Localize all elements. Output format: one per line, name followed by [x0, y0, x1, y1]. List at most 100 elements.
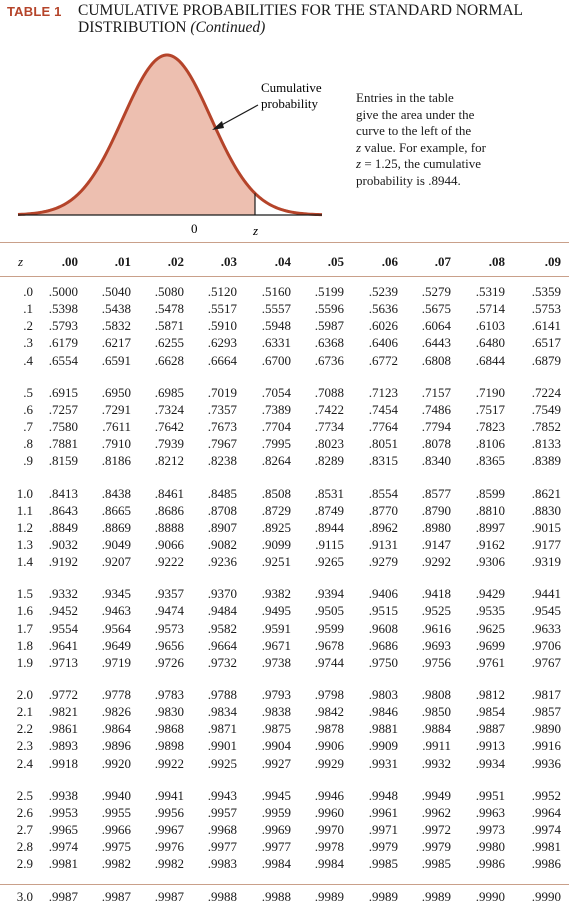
- probability-cell: .9147: [421, 536, 451, 552]
- table-row: 2.0 .9772 .9778 .9783 .9788 .9793 .9798 .9803 .9…: [0, 687, 569, 704]
- probability-cell: .6591: [101, 352, 131, 368]
- probability-cell: .9826: [101, 704, 131, 720]
- callout-label-line2: probability: [261, 96, 319, 111]
- probability-cell: .6554: [48, 352, 78, 368]
- probability-cell: .9969: [261, 822, 291, 837]
- probability-cell: .9964: [531, 804, 561, 820]
- probability-cell: .9959: [261, 804, 291, 820]
- probability-cell: .7123: [368, 384, 398, 400]
- probability-cell: .5239: [368, 284, 398, 299]
- probability-cell: .8365: [475, 453, 505, 469]
- probability-cell: .9641: [48, 637, 78, 653]
- table-row: .3 .6179 .6217 .6255 .6293 .6331 .6368 .6406 .64…: [0, 335, 569, 352]
- probability-cell: .9901: [207, 738, 237, 754]
- z-value-cell: .0: [23, 284, 33, 299]
- probability-cell: .9625: [475, 620, 505, 636]
- z-value-cell: 2.2: [16, 721, 33, 737]
- z-value-cell: 2.7: [16, 822, 33, 837]
- probability-cell: .9864: [101, 721, 131, 737]
- table-row: .7 .7580 .7611 .7642 .7673 .7704 .7734 .7764 .77…: [0, 419, 569, 436]
- probability-cell: .9834: [207, 704, 237, 720]
- probability-cell: .9949: [421, 787, 451, 803]
- z-value-cell: 2.0: [16, 687, 33, 702]
- probability-cell: .9664: [207, 637, 237, 653]
- explanation-line6: probability is .8944.: [356, 172, 461, 188]
- probability-cell: .7422: [314, 401, 344, 417]
- table-row: 2.3 .9893 .9896 .9898 .9901 .9904 .9906 .9909 .9…: [0, 738, 569, 755]
- probability-cell: .9988: [261, 888, 291, 904]
- probability-cell: .9236: [207, 554, 237, 570]
- probability-cell: .6915: [48, 384, 78, 400]
- probability-cell: .7190: [475, 384, 505, 400]
- probability-cell: .7019: [207, 384, 237, 400]
- probability-cell: .9956: [154, 804, 184, 820]
- probability-cell: .9656: [154, 637, 184, 653]
- probability-cell: .5160: [261, 284, 291, 299]
- probability-cell: .8810: [475, 502, 505, 518]
- probability-cell: .7549: [531, 401, 561, 417]
- probability-cell: .6406: [368, 335, 398, 351]
- probability-cell: .8643: [48, 502, 78, 518]
- probability-cell: .7291: [101, 401, 131, 417]
- table-row: .1 .5398 .5438 .5478 .5517 .5557 .5596 .5636 .56…: [0, 301, 569, 318]
- probability-cell: .9756: [421, 654, 451, 670]
- probability-cell: .9564: [101, 620, 131, 636]
- probability-cell: .9678: [314, 637, 344, 653]
- z-value-cell: 1.9: [16, 654, 33, 670]
- column-header: .09: [544, 254, 561, 269]
- probability-cell: .8289: [314, 453, 344, 469]
- probability-cell: .8340: [421, 453, 451, 469]
- table-row: 2.1 .9821 .9826 .9830 .9834 .9838 .9842 .9846 .9…: [0, 704, 569, 721]
- probability-cell: .9977: [207, 839, 237, 855]
- probability-cell: .9484: [207, 603, 237, 619]
- probability-cell: .5753: [531, 301, 561, 317]
- z-value-cell: 1.6: [16, 603, 33, 619]
- probability-cell: .9981: [48, 856, 78, 872]
- probability-cell: .9961: [368, 804, 398, 820]
- probability-cell: .9846: [368, 704, 398, 720]
- probability-cell: .9948: [368, 787, 398, 803]
- probability-cell: .6844: [475, 352, 505, 368]
- probability-cell: .9279: [368, 554, 398, 570]
- z-value-cell: 3.0: [16, 888, 33, 904]
- probability-cell: .9115: [315, 536, 344, 552]
- probability-cell: .9495: [261, 603, 291, 619]
- probability-cell: .9783: [154, 687, 184, 702]
- table-row: 2.6 .9953 .9955 .9956 .9957 .9959 .9960 .9961 .9…: [0, 805, 569, 822]
- probability-cell: .6217: [101, 335, 131, 351]
- probability-cell: .9699: [475, 637, 505, 653]
- probability-cell: .7054: [261, 384, 291, 400]
- probability-cell: .9441: [531, 586, 561, 602]
- probability-cell: .5279: [421, 284, 451, 299]
- probability-cell: .9955: [101, 804, 131, 820]
- probability-cell: .7852: [531, 419, 561, 434]
- explanation-line5: = 1.25, the cumulative: [361, 156, 482, 171]
- probability-cell: .9909: [368, 738, 398, 754]
- probability-cell: .9738: [261, 654, 291, 670]
- probability-cell: .9936: [531, 755, 561, 771]
- probability-cell: .8577: [421, 485, 451, 501]
- probability-cell: .6293: [207, 335, 237, 351]
- bell-curve: [17, 53, 323, 217]
- probability-cell: .8315: [368, 453, 398, 469]
- probability-cell: .9972: [421, 822, 451, 837]
- column-header: .03: [220, 254, 237, 269]
- probability-cell: .9976: [154, 839, 184, 855]
- probability-cell: .7486: [421, 401, 451, 417]
- probability-cell: .6808: [421, 352, 451, 368]
- probability-cell: .9750: [368, 654, 398, 670]
- probability-cell: .9545: [531, 603, 561, 619]
- probability-cell: .9962: [421, 804, 451, 820]
- table-row: 2.9 .9981 .9982 .9982 .9983 .9984 .9984 .9985 .9…: [0, 856, 569, 873]
- probability-cell: .9474: [154, 603, 184, 619]
- probability-cell: .8907: [207, 519, 237, 535]
- probability-cell: .9945: [261, 787, 291, 803]
- probability-cell: .9671: [261, 637, 291, 653]
- probability-cell: .9943: [207, 787, 237, 803]
- probability-cell: .9192: [48, 554, 78, 570]
- probability-cell: .5675: [421, 301, 451, 317]
- probability-cell: .9978: [314, 839, 344, 855]
- probability-cell: .8849: [48, 519, 78, 535]
- probability-cell: .9967: [154, 822, 184, 837]
- z-value-cell: 1.7: [16, 620, 33, 636]
